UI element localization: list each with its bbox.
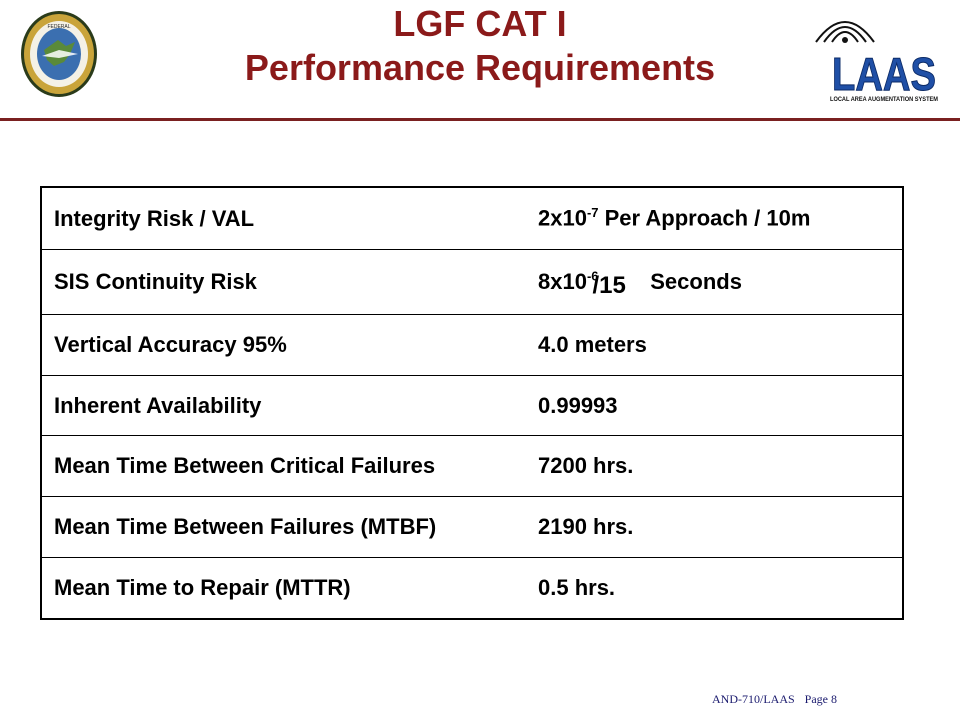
- table-row: Mean Time to Repair (MTTR) 0.5 hrs.: [41, 556, 903, 620]
- requirement-label: Mean Time Between Failures (MTBF): [41, 496, 524, 558]
- table-row: Vertical Accuracy 95% 4.0 meters: [41, 314, 903, 376]
- requirement-value: 0.5 hrs.: [524, 556, 903, 620]
- svg-text:FEDERAL: FEDERAL: [47, 24, 70, 30]
- requirement-value: 2x10-7 Per Approach / 10m: [524, 186, 903, 250]
- requirement-label: Inherent Availability: [41, 374, 524, 437]
- requirement-label: Mean Time Between Critical Failures: [41, 435, 524, 498]
- faa-seal-logo: FEDERAL: [21, 11, 97, 97]
- title-divider: [0, 118, 960, 121]
- requirement-value: 2190 hrs.: [524, 496, 903, 558]
- table-row: Mean Time Between Critical Failures 7200…: [41, 435, 903, 498]
- requirement-value: 8x10-6/15 Seconds: [524, 248, 903, 316]
- table-row: Inherent Availability 0.99993: [41, 374, 903, 437]
- requirement-label: Integrity Risk / VAL: [41, 186, 524, 250]
- requirement-value: 7200 hrs.: [524, 435, 903, 498]
- requirement-label: Mean Time to Repair (MTTR): [41, 556, 524, 620]
- requirement-label: SIS Continuity Risk: [41, 248, 524, 316]
- svg-text:LOCAL AREA AUGMENTATION SYSTEM: LOCAL AREA AUGMENTATION SYSTEM: [830, 97, 938, 103]
- doc-id: AND-710/LAAS: [712, 692, 795, 706]
- requirement-value: 0.99993: [524, 374, 903, 437]
- svg-text:LAAS: LAAS: [832, 48, 936, 100]
- requirement-label: Vertical Accuracy 95%: [41, 314, 524, 376]
- page-subtitle: Performance Requirements: [244, 47, 716, 88]
- laas-logo: LAAS LOCAL AREA AUGMENTATION SYSTEM: [815, 21, 940, 103]
- table-row: Integrity Risk / VAL 2x10-7 Per Approach…: [41, 186, 903, 250]
- requirements-table: Integrity Risk / VAL 2x10-7 Per Approach…: [40, 186, 904, 620]
- table-row: Mean Time Between Failures (MTBF) 2190 h…: [41, 496, 903, 558]
- page-number: Page 8: [804, 692, 837, 706]
- table-row: SIS Continuity Risk 8x10-6/15 Seconds: [41, 248, 903, 316]
- slide-footer: AND-710/LAAS Page 8: [712, 692, 837, 707]
- page-title: LGF CAT I: [393, 3, 567, 44]
- requirement-value: 4.0 meters: [524, 314, 903, 376]
